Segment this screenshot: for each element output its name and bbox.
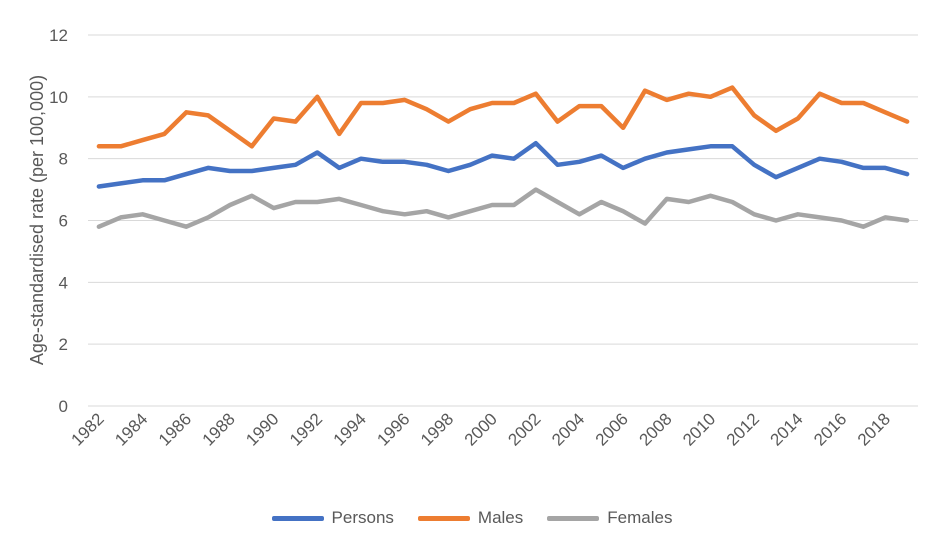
legend-swatch: [417, 515, 470, 521]
x-tick-label: 2008: [635, 409, 675, 449]
legend-swatch: [547, 515, 600, 521]
series-line-females: [96, 187, 910, 229]
x-tick-label: 1998: [417, 409, 457, 449]
y-tick-label: 8: [59, 150, 68, 169]
legend-label: Males: [477, 508, 524, 527]
x-tick-label: 1986: [155, 409, 195, 449]
x-tick-label: 1982: [68, 409, 108, 449]
x-tick-label: 2002: [504, 409, 544, 449]
y-axis-label: Age-standardised rate (per 100,000): [27, 75, 47, 365]
x-tick-label: 2004: [548, 409, 588, 449]
y-tick-label: 4: [59, 273, 68, 292]
legend-item-persons: Persons: [271, 508, 394, 528]
x-tick-label: 2018: [854, 409, 894, 449]
y-tick-label: 6: [59, 212, 68, 231]
x-tick-label: 2006: [592, 409, 632, 449]
gridlines: [88, 34, 918, 407]
legend-label: Females: [607, 508, 673, 527]
legend-label: Persons: [331, 508, 394, 527]
x-tick-label: 2012: [723, 409, 763, 449]
y-axis-ticks: 0 2 4 6 8 10 12: [49, 26, 68, 416]
series-line-males: [96, 85, 910, 149]
legend-swatch: [271, 515, 324, 521]
x-tick-label: 1990: [242, 409, 282, 449]
x-tick-label: 1984: [111, 409, 151, 449]
series-lines: [96, 85, 910, 229]
legend-item-females: Females: [547, 508, 672, 528]
x-tick-label: 1994: [330, 409, 370, 449]
x-axis-ticks: 1982 1984 1986 1988 1990 1992 1994 1996 1998 2000…: [68, 409, 894, 449]
x-tick-label: 1992: [286, 409, 326, 449]
legend-item-males: Males: [417, 508, 524, 528]
y-tick-label: 2: [59, 335, 68, 354]
x-tick-label: 2016: [810, 409, 850, 449]
x-tick-label: 1996: [373, 409, 413, 449]
y-tick-label: 10: [49, 88, 68, 107]
y-tick-label: 12: [49, 26, 68, 45]
y-tick-label: 0: [59, 397, 68, 416]
x-tick-label: 2010: [679, 409, 719, 449]
x-tick-label: 2000: [461, 409, 501, 449]
series-line-persons: [96, 140, 910, 189]
chart-legend: Persons Males Females: [0, 508, 944, 528]
x-tick-label: 1988: [199, 409, 239, 449]
x-tick-label: 2014: [767, 409, 807, 449]
